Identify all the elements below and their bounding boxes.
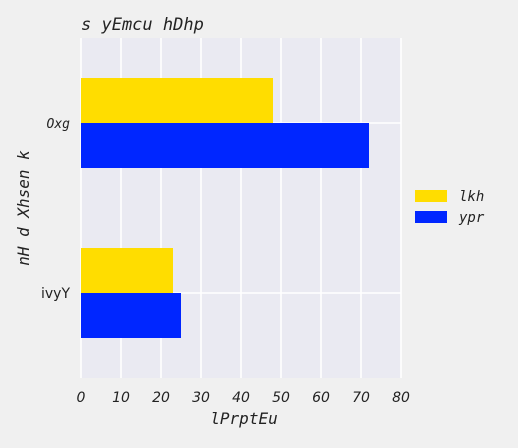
legend: lkh ypr (415, 189, 485, 226)
bar-ypr-ivyY (81, 293, 181, 338)
chart-title: s yEmcu hDhp (81, 15, 204, 35)
bar-ypr-Oxg (81, 123, 369, 168)
x-tick-labels: 0 10 20 30 40 50 60 70 80 (77, 390, 410, 406)
x-tick-label: 0 (77, 390, 86, 406)
x-tick-label: 40 (232, 390, 250, 406)
legend-swatch (415, 211, 447, 223)
y-category-label: Oxg (47, 117, 71, 132)
x-tick-label: 60 (312, 390, 330, 406)
legend-swatch (415, 190, 447, 202)
legend-label: lkh (459, 189, 484, 205)
x-tick-label: 80 (392, 390, 410, 406)
legend-label: ypr (458, 210, 485, 226)
y-axis-label: nH d Xhsen k (14, 150, 33, 266)
x-tick-label: 70 (352, 390, 370, 406)
x-axis-label: lPrptEu (210, 409, 277, 428)
bars (81, 78, 369, 338)
x-tick-label: 30 (192, 390, 210, 406)
bar-lkh-ivyY (81, 248, 173, 293)
bar-lkh-Oxg (81, 78, 273, 123)
x-tick-label: 50 (272, 390, 290, 406)
y-category-labels: Oxg ivyY (41, 117, 70, 302)
y-category-label: ivyY (41, 286, 70, 302)
x-tick-label: 10 (112, 390, 130, 406)
x-tick-label: 20 (152, 390, 170, 406)
